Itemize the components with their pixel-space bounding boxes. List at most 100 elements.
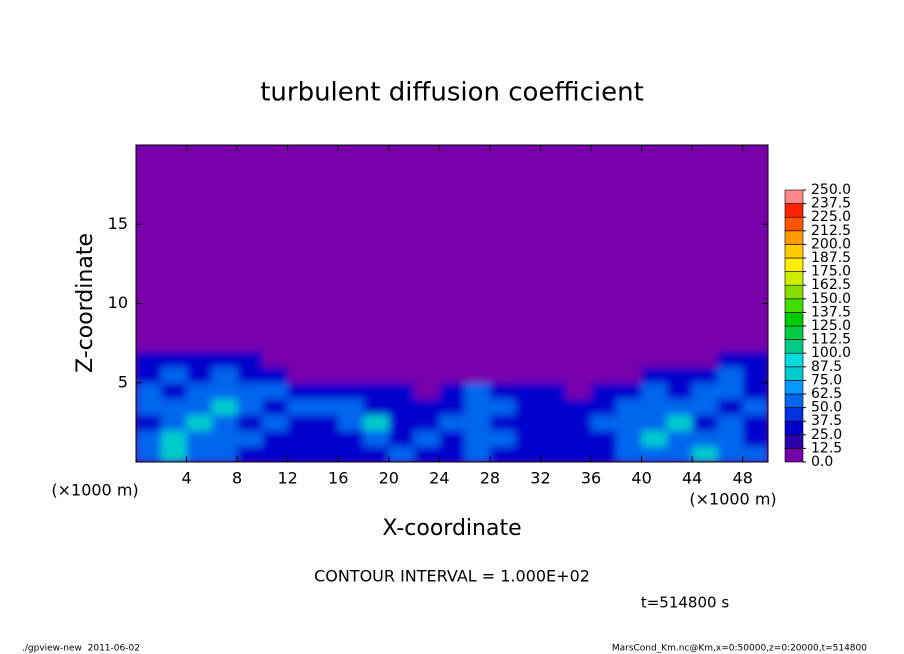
- field-cell: [388, 398, 415, 415]
- field-cell: [161, 382, 188, 400]
- field-cell: [414, 398, 440, 415]
- field-cell: [692, 430, 718, 447]
- footer-right: MarsCond_Km.nc@Km,x=0:50000,z=0:20000,t=…: [612, 644, 867, 654]
- field-cell: [591, 398, 617, 415]
- colorbar-label: 225.0: [811, 209, 851, 225]
- field-cell: [414, 382, 440, 400]
- field-cell: [464, 446, 491, 462]
- field-cell: [287, 430, 314, 447]
- field-cell: [237, 430, 263, 447]
- field-cell: [211, 430, 238, 447]
- field-cell: [489, 351, 516, 368]
- field-cell: [540, 446, 567, 462]
- field-cell: [692, 366, 718, 384]
- field-cell: [742, 446, 768, 462]
- colorbar-box: [784, 257, 804, 272]
- field-cell: [717, 335, 744, 352]
- y-tick-label: 15: [108, 214, 128, 233]
- field-cell: [186, 335, 213, 352]
- colorbar-label: 150.0: [811, 291, 851, 307]
- field-cell: [312, 446, 339, 462]
- field-cell: [211, 366, 238, 384]
- field-cell: [641, 430, 668, 447]
- field-cell: [666, 351, 693, 368]
- field-cell: [591, 414, 617, 431]
- colorbar-label: 250.0: [811, 182, 851, 198]
- field-cell: [439, 430, 466, 447]
- colorbar-box: [784, 230, 804, 245]
- time-label: t=514800 s: [641, 594, 729, 612]
- field-cell: [363, 430, 390, 447]
- field-cell: [439, 398, 466, 415]
- field-cell: [186, 398, 213, 415]
- field-cell: [186, 446, 213, 462]
- field-cell: [439, 366, 466, 384]
- field-cell: [565, 398, 592, 415]
- colorbar-box: [784, 448, 804, 463]
- field-cell: [136, 335, 162, 352]
- field-cell: [666, 398, 693, 415]
- field: [136, 335, 768, 462]
- field-cell: [136, 446, 162, 462]
- field-cell: [489, 382, 516, 400]
- colorbar-label: 187.5: [811, 250, 851, 266]
- field-cell: [540, 430, 567, 447]
- field-cell: [717, 366, 744, 384]
- field-cell: [717, 446, 744, 462]
- field-cell: [262, 430, 289, 447]
- x-tick-label: 28: [480, 469, 500, 488]
- field-cell: [312, 335, 339, 352]
- field-cell: [515, 366, 541, 384]
- x-tick-label: 24: [429, 469, 449, 488]
- field-cell: [565, 430, 592, 447]
- field-cell: [338, 351, 365, 368]
- field-cell: [338, 430, 365, 447]
- y-tick-label: 5: [118, 372, 128, 391]
- field-cell: [464, 335, 491, 352]
- field-cell: [262, 398, 289, 415]
- field-cell: [161, 351, 188, 368]
- colorbar-label: 87.5: [811, 359, 842, 375]
- field-cell: [464, 430, 491, 447]
- field-cell: [237, 414, 263, 431]
- field-cell: [414, 366, 440, 384]
- field-cell: [161, 335, 188, 352]
- field-cell: [692, 414, 718, 431]
- field-cell: [439, 414, 466, 431]
- field-cell: [161, 398, 188, 415]
- field-cell: [363, 351, 390, 368]
- field-cell: [591, 335, 617, 352]
- field-cell: [414, 414, 440, 431]
- colorbar-box: [784, 189, 804, 204]
- field-cell: [565, 382, 592, 400]
- field-cell: [262, 351, 289, 368]
- field-cell: [363, 382, 390, 400]
- field-cell: [742, 414, 768, 431]
- colorbar-box: [784, 216, 804, 232]
- field-cell: [591, 382, 617, 400]
- field-cell: [287, 382, 314, 400]
- field-cell: [742, 430, 768, 447]
- colorbar-label: 125.0: [811, 318, 851, 334]
- field-cell: [439, 351, 466, 368]
- field-cell: [211, 351, 238, 368]
- field-cell: [237, 382, 263, 400]
- field-cell: [616, 382, 643, 400]
- field-cell: [717, 351, 744, 368]
- colorbar-box: [784, 244, 804, 259]
- field-cell: [237, 335, 263, 352]
- colorbar-label: 0.0: [811, 454, 833, 470]
- field-cell: [717, 382, 744, 400]
- field-cell: [666, 382, 693, 400]
- field-cell: [565, 446, 592, 462]
- field-cell: [312, 382, 339, 400]
- field-cell: [692, 351, 718, 368]
- field-cell: [464, 398, 491, 415]
- field-cell: [287, 351, 314, 368]
- x-tick-label: 20: [379, 469, 399, 488]
- colorbar-label: 50.0: [811, 400, 842, 416]
- field-cell: [363, 398, 390, 415]
- field-cell: [540, 335, 567, 352]
- field-cell: [616, 398, 643, 415]
- field-cell: [666, 366, 693, 384]
